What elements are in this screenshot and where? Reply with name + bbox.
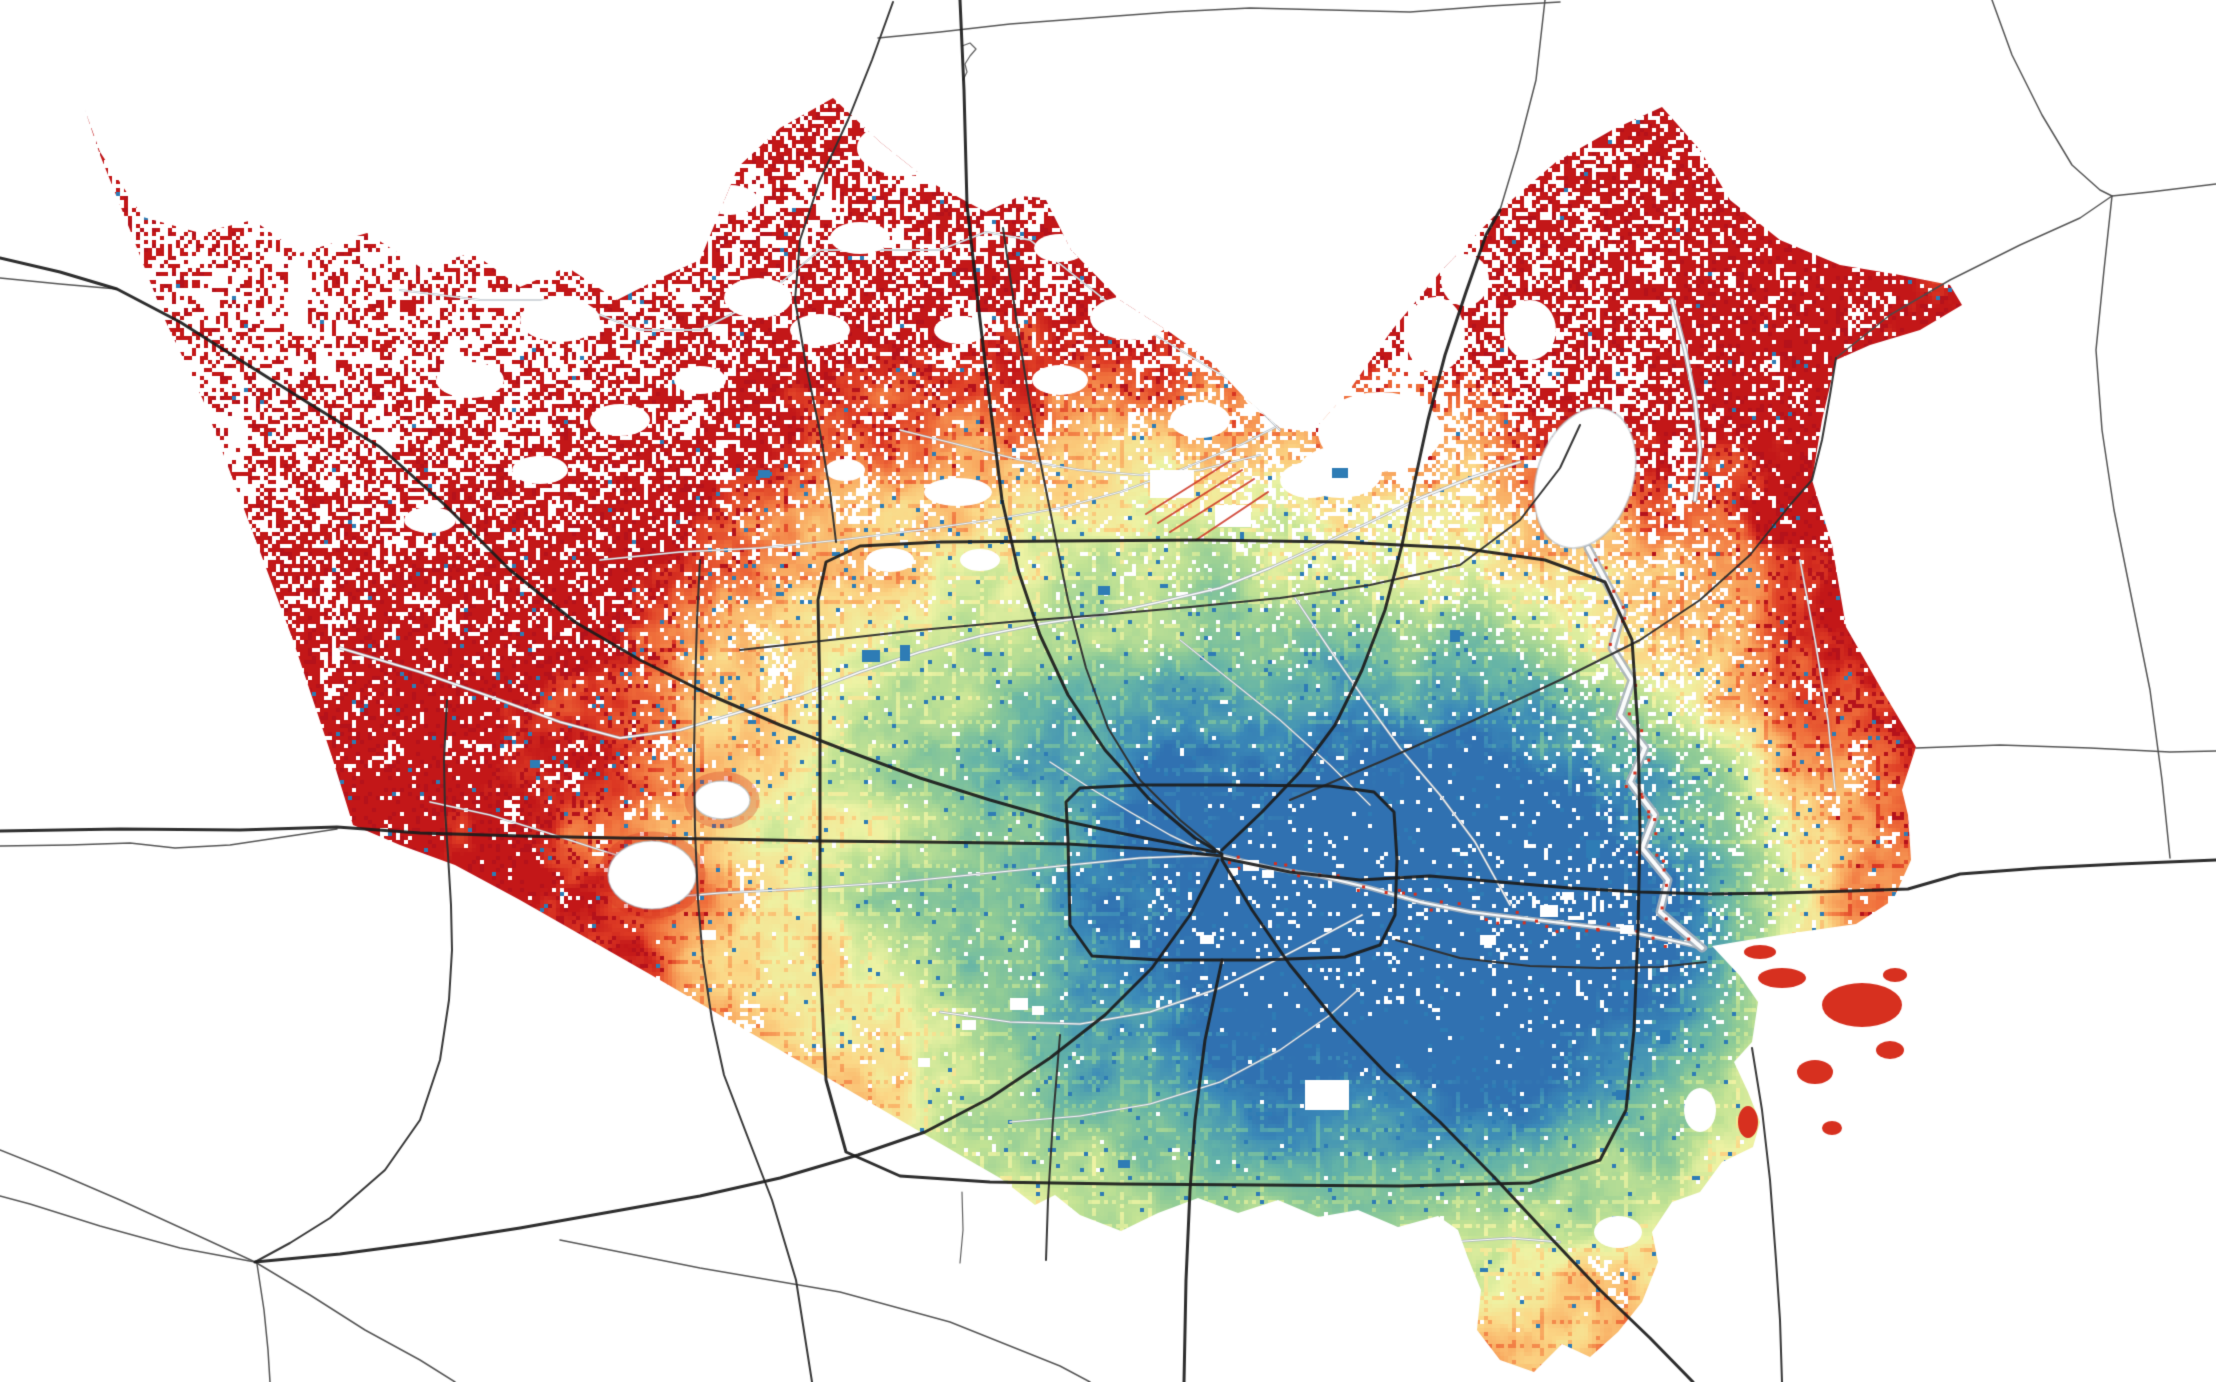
harris-county-raster-map	[0, 0, 2216, 1382]
map-viewport	[0, 0, 2216, 1382]
